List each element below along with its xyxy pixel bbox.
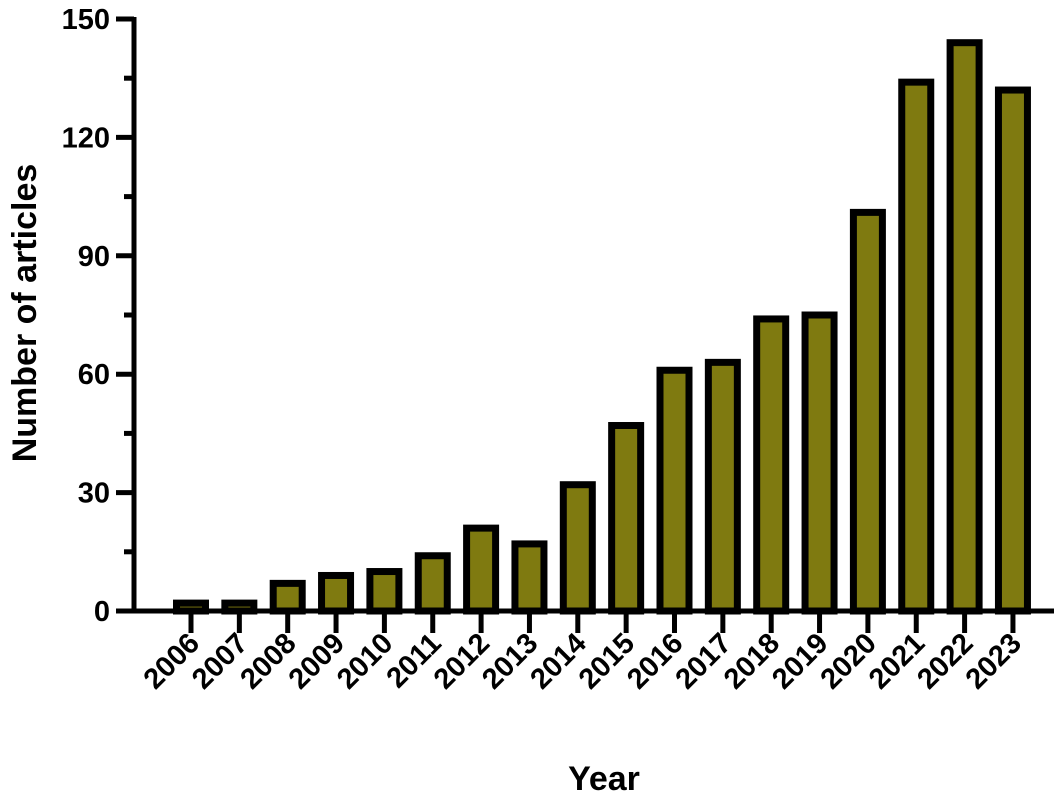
bar-2013 [511,540,548,615]
x-tick-label-2014: 2014 [525,627,593,695]
x-tick-label-2022: 2022 [911,627,979,695]
bar-2017 [704,358,741,615]
bar-2011 [414,552,451,615]
x-tick-label-2017: 2017 [670,627,738,695]
y-tick-label-0: 0 [94,596,110,628]
bar-2023 [994,86,1031,615]
bar-2019 [801,311,838,615]
ticks-group: 0306090120150200620072008200920102011201… [62,4,1028,696]
x-tick-label-2015: 2015 [573,627,641,695]
bar-2010 [366,568,403,615]
bar-2008 [269,579,306,615]
y-tick-label-90: 90 [78,241,110,273]
bar-2014 [559,481,596,615]
y-tick-label-60: 60 [78,359,110,391]
x-tick-label-2011: 2011 [381,627,448,694]
bars-group [173,39,1031,615]
x-tick-label-2020: 2020 [815,627,883,695]
x-tick-label-2019: 2019 [766,627,834,695]
x-tick-label-2007: 2007 [186,627,254,695]
bar-2009 [318,571,355,615]
bar-2012 [463,524,500,615]
x-tick-label-2006: 2006 [138,627,206,695]
x-tick-label-2012: 2012 [428,627,496,695]
y-tick-label-150: 150 [62,4,110,36]
x-tick-label-2023: 2023 [960,627,1028,695]
bar-2015 [608,422,645,615]
x-tick-label-2010: 2010 [331,627,399,695]
x-tick-label-2016: 2016 [621,627,689,695]
y-tick-label-120: 120 [62,122,110,154]
bar-2018 [753,315,790,615]
x-tick-label-2021: 2021 [863,627,931,695]
y-axis-title: Number of articles [6,164,44,463]
y-tick-label-30: 30 [78,478,110,510]
x-tick-label-2008: 2008 [234,627,302,695]
x-tick-label-2013: 2013 [476,627,544,695]
bar-2016 [656,366,693,615]
bar-2022 [946,39,983,615]
x-axis-title: Year [568,760,640,798]
bar-2021 [898,78,935,615]
x-tick-label-2009: 2009 [283,627,351,695]
bar-2020 [849,208,886,615]
x-tick-label-2018: 2018 [718,627,786,695]
